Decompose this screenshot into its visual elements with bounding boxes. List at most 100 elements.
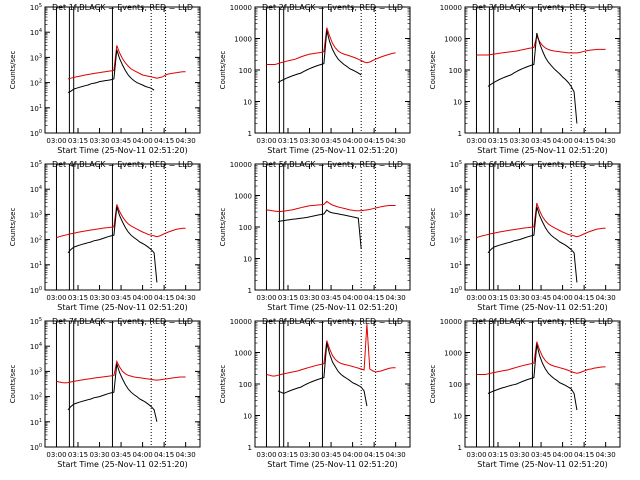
y-tick-label: 105: [30, 160, 42, 169]
y-tick-label: 104: [30, 28, 42, 37]
x-tick-label: 04:15: [154, 294, 174, 302]
panel-5: 1 10 100 1000 10000 03:00 03:15 03:30 03:45 04:00…: [219, 160, 411, 312]
y-axis-label: Counts/sec: [219, 51, 227, 90]
y-tick-label: 10: [453, 99, 462, 107]
series-line-events: [487, 206, 578, 283]
y-tick-label: 102: [30, 79, 42, 88]
series-line-lld: [476, 341, 606, 375]
plot-title: Det 4f BLACK = Events, RED = LLD: [52, 160, 193, 169]
y-axis-label: Counts/sec: [9, 365, 17, 404]
y-axis-label: Counts/sec: [429, 365, 437, 404]
y-tick-label: 10000: [230, 4, 252, 12]
y-tick-label: 1: [458, 130, 462, 138]
x-tick-label: 04:00: [342, 294, 362, 302]
y-tick-label: 101: [30, 261, 42, 270]
x-tick-label: 03:15: [278, 294, 298, 302]
x-tick-label: 03:30: [89, 451, 109, 459]
x-tick-label: 03:45: [321, 137, 341, 145]
y-tick-label: 1000: [444, 36, 462, 44]
x-tick-label: 03:45: [321, 451, 341, 459]
x-tick-label: 04:30: [386, 294, 406, 302]
x-tick-label: 03:15: [488, 294, 508, 302]
x-axis-label: Start Time (25-Nov-11 02:51:20): [477, 146, 607, 155]
x-tick-label: 04:30: [386, 137, 406, 145]
plot-frame: [44, 163, 201, 291]
series-line-events: [487, 32, 578, 124]
x-tick-label: 04:30: [596, 294, 616, 302]
series-line-events: [67, 363, 158, 422]
x-tick-label: 04:15: [574, 294, 594, 302]
y-tick-label: 1: [248, 444, 252, 452]
panel-9: 1 10 100 1000 10000 03:00 03:15 03:30 03:45 04:00…: [429, 317, 621, 469]
panel-3: 1 10 100 1000 10000 03:00 03:15 03:30 03:45 04:00…: [429, 3, 621, 155]
series-line-lld: [476, 202, 606, 239]
plot-title: Det 5f BLACK = Events, RED = LLD: [262, 160, 403, 169]
series-line-events: [277, 342, 368, 407]
y-tick-label: 101: [30, 418, 42, 427]
series-line-events: [277, 209, 362, 250]
x-tick-label: 04:00: [342, 451, 362, 459]
x-tick-label: 04:15: [574, 137, 594, 145]
plot-title: Det 1f BLACK = Events, RED = LLD: [52, 3, 193, 12]
x-tick-label: 03:00: [46, 137, 66, 145]
plot-frame: [44, 320, 201, 448]
y-axis-label: Counts/sec: [429, 51, 437, 90]
series-line-events: [67, 49, 155, 94]
x-axis-label: Start Time (25-Nov-11 02:51:20): [57, 303, 187, 312]
y-tick-label: 1: [248, 130, 252, 138]
y-tick-label: 1: [248, 287, 252, 295]
x-tick-label: 03:15: [488, 451, 508, 459]
plot-title: Det 3f BLACK = Events, RED = LLD: [472, 3, 613, 12]
x-tick-label: 03:45: [111, 294, 131, 302]
x-tick-label: 03:45: [321, 294, 341, 302]
x-tick-label: 03:45: [531, 451, 551, 459]
plot-frame: [464, 6, 621, 134]
x-tick-label: 04:30: [176, 451, 196, 459]
x-tick-label: 04:30: [176, 137, 196, 145]
x-tick-label: 03:30: [509, 294, 529, 302]
x-tick-label: 04:00: [552, 294, 572, 302]
y-tick-label: 102: [30, 236, 42, 245]
x-tick-label: 04:15: [364, 294, 384, 302]
y-tick-label: 1: [458, 444, 462, 452]
series-line-lld: [266, 200, 396, 212]
panel-8: 1 10 100 1000 10000 03:00 03:15 03:30 03:45 04:00…: [219, 317, 411, 469]
x-tick-label: 03:15: [68, 294, 88, 302]
y-tick-label: 105: [450, 160, 462, 169]
x-tick-label: 03:00: [46, 451, 66, 459]
y-tick-label: 101: [450, 261, 462, 270]
plot-title: Det 9f BLACK = Events, RED = LLD: [472, 317, 613, 326]
x-tick-label: 04:15: [574, 451, 594, 459]
x-tick-label: 04:15: [364, 137, 384, 145]
y-axis-label: Counts/sec: [9, 208, 17, 247]
plot-title: Det 8f BLACK = Events, RED = LLD: [262, 317, 403, 326]
x-axis-label: Start Time (25-Nov-11 02:51:20): [57, 146, 187, 155]
plot-frame: [254, 163, 411, 291]
y-tick-label: 1000: [444, 350, 462, 358]
plot-frame: [44, 6, 201, 134]
y-tick-label: 102: [450, 236, 462, 245]
series-line-events: [277, 30, 362, 83]
y-tick-label: 105: [30, 317, 42, 326]
x-tick-label: 03:00: [466, 451, 486, 459]
x-tick-label: 03:30: [299, 137, 319, 145]
panel-2: 1 10 100 1000 10000 03:00 03:15 03:30 03:45 04:00…: [219, 3, 411, 155]
x-tick-label: 03:00: [466, 294, 486, 302]
x-tick-label: 04:30: [596, 137, 616, 145]
y-tick-label: 100: [239, 67, 252, 75]
y-tick-label: 104: [450, 185, 462, 194]
x-tick-label: 03:15: [68, 137, 88, 145]
series-line-lld: [266, 324, 396, 377]
series-line-events: [487, 344, 578, 411]
y-tick-label: 100: [239, 224, 252, 232]
y-tick-label: 10: [243, 413, 252, 421]
x-tick-label: 04:30: [596, 451, 616, 459]
x-tick-label: 03:45: [111, 451, 131, 459]
y-tick-label: 104: [30, 342, 42, 351]
x-axis-label: Start Time (25-Nov-11 02:51:20): [477, 460, 607, 469]
